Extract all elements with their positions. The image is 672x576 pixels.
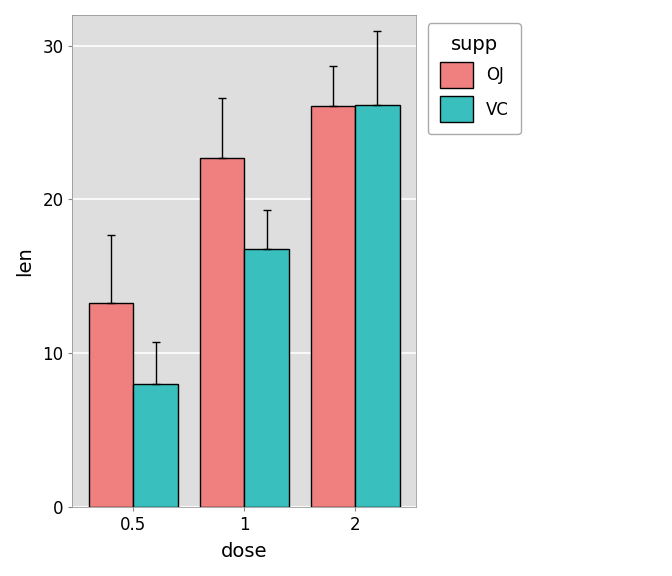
Legend: OJ, VC: OJ, VC xyxy=(428,24,521,134)
Bar xyxy=(311,106,355,507)
Bar xyxy=(245,249,289,507)
Y-axis label: len: len xyxy=(15,246,34,276)
Bar xyxy=(200,158,245,507)
Bar xyxy=(134,384,178,507)
Bar xyxy=(89,304,134,507)
Bar xyxy=(355,105,400,507)
X-axis label: dose: dose xyxy=(221,542,267,561)
